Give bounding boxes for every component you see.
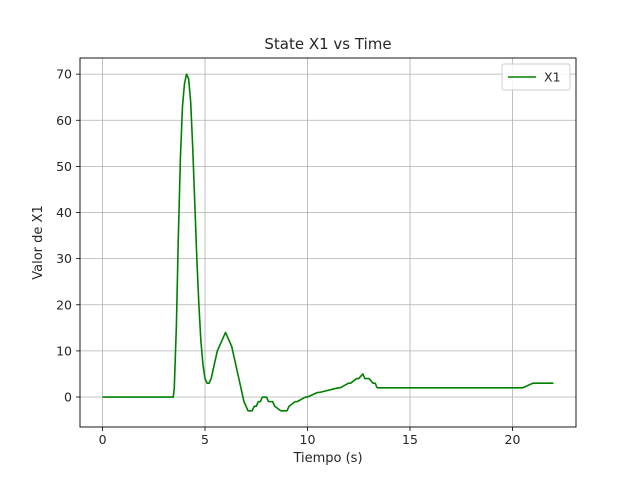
- y-tick-label: 60: [56, 113, 72, 128]
- series-line-x1: [102, 73, 554, 412]
- chart-title: State X1 vs Time: [264, 35, 391, 53]
- grid: [80, 58, 576, 427]
- series-layer: [102, 73, 554, 412]
- legend: X1: [501, 63, 571, 91]
- x-tick-label: 10: [300, 432, 316, 447]
- axes-frame: [79, 57, 577, 428]
- y-tick-label: 40: [56, 205, 72, 220]
- y-tick-label: 0: [64, 390, 72, 405]
- y-tick-label: 50: [56, 159, 72, 174]
- x-tick-label: 0: [99, 432, 107, 447]
- y-axis-title: Valor de X1: [31, 205, 46, 279]
- y-tick-label: 20: [56, 297, 72, 312]
- y-tick-label: 70: [56, 67, 72, 82]
- y-tick-label: 10: [56, 343, 72, 358]
- ticks: 0 5 10 15 20 0 10 20 30 40 50 60 70: [56, 67, 520, 447]
- x-tick-label: 5: [201, 432, 209, 447]
- y-tick-label: 30: [56, 251, 72, 266]
- legend-label-x1: X1: [544, 70, 561, 85]
- x-tick-label: 15: [402, 432, 418, 447]
- x-axis-title: Tiempo (s): [292, 451, 362, 466]
- x-tick-label: 20: [505, 432, 521, 447]
